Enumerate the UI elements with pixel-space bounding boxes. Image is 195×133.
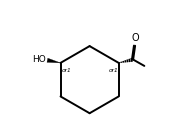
Text: HO: HO [32, 55, 46, 64]
Text: or1: or1 [108, 68, 118, 73]
Text: O: O [131, 33, 139, 43]
Polygon shape [47, 58, 60, 63]
Text: or1: or1 [62, 68, 71, 73]
